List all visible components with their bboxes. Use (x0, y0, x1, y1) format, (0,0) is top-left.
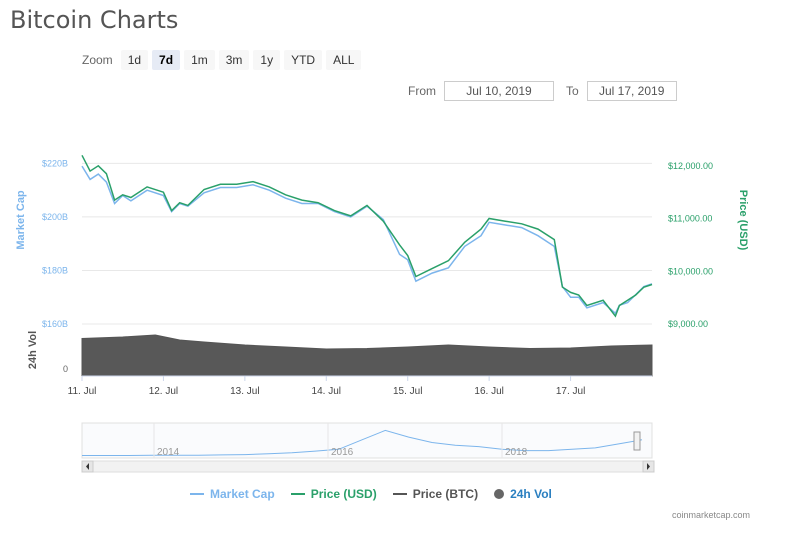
zoom-1d-button[interactable]: 1d (120, 50, 149, 70)
zoom-1m-button[interactable]: 1m (184, 50, 215, 70)
bitcoin-chart: $220B $200B $180B $160B $12,000.00 $11,000.00… (15, 154, 749, 473)
zoom-all-button[interactable]: ALL (326, 50, 362, 70)
market-cap-series (81, 165, 653, 315)
vol-swatch (494, 489, 505, 499)
x-tick-label: 15. Jul (393, 386, 422, 397)
x-tick-label: 16. Jul (474, 386, 503, 397)
scroll-right-arrow-icon (647, 463, 650, 470)
volume-area (81, 334, 653, 377)
right-axis-title: Price (USD) (737, 190, 749, 251)
left-tick-label: $160B (42, 319, 68, 329)
grid-lines (82, 162, 652, 325)
left-tick-label: $180B (42, 265, 68, 275)
left-tick-label: $200B (42, 212, 68, 222)
left-axis-title: Market Cap (15, 190, 27, 250)
zoom-ytd-button[interactable]: YTD (284, 50, 323, 70)
right-tick-label: $9,000.00 (668, 319, 708, 329)
price-usd-series (81, 154, 653, 318)
page-title: Bitcoin Charts (10, 6, 179, 34)
navigator-series (82, 429, 643, 456)
left-tick-label: $220B (42, 158, 68, 168)
legend-price-usd[interactable]: Price (USD) (290, 487, 377, 501)
navigator-tick-label: 2016 (331, 447, 354, 458)
zoom-3m-button[interactable]: 3m (218, 50, 250, 70)
navigator-frame (81, 422, 653, 459)
scrollbar-track (81, 460, 655, 473)
right-tick-label: $10,000.00 (668, 266, 713, 276)
zoom-7d-button[interactable]: 7d (152, 50, 181, 70)
legend-price-usd-label: Price (USD) (310, 487, 377, 501)
x-tick-label: 12. Jul (149, 386, 178, 397)
x-tick-label: 14. Jul (312, 386, 341, 397)
legend-market-cap[interactable]: Market Cap (190, 487, 275, 501)
volume-series (81, 334, 653, 377)
volume-tick-label: 0 (63, 364, 68, 374)
market-cap-swatch (190, 493, 204, 495)
legend: Market Cap Price (USD) Price (BTC) 24h V… (190, 487, 552, 501)
navigator[interactable]: 2014 2016 2018 (81, 422, 655, 473)
credit-text: coinmarketcap.com (671, 510, 750, 520)
right-tick-label: $11,000.00 (668, 214, 712, 224)
right-tick-label: $12,000.00 (668, 161, 713, 171)
axes: $220B $200B $180B $160B $12,000.00 $11,000.00… (15, 158, 749, 397)
scroll-left-arrow-icon (86, 463, 89, 470)
zoom-label: Zoom (82, 53, 113, 67)
price-lines (81, 154, 653, 318)
navigator-handle (633, 431, 641, 451)
x-tick-label: 13. Jul (230, 386, 259, 397)
to-date-input[interactable] (586, 81, 677, 101)
legend-market-cap-label: Market Cap (210, 487, 275, 501)
navigator-tick-label: 2014 (157, 447, 180, 458)
zoom-1y-button[interactable]: 1y (253, 50, 281, 70)
x-tick-label: 17. Jul (556, 386, 585, 397)
navigator-tick-label: 2018 (505, 447, 528, 458)
price-usd-swatch (290, 493, 305, 495)
legend-price-btc[interactable]: Price (BTC) (392, 487, 479, 501)
date-range: From To (408, 81, 677, 101)
to-label: To (566, 84, 579, 98)
legend-24h-vol-label: 24h Vol (510, 487, 552, 501)
from-date-input[interactable] (444, 81, 554, 101)
price-btc-swatch (392, 493, 407, 495)
volume-axis-title: 24h Vol (27, 331, 39, 369)
zoom-bar: Zoom 1d 7d 1m 3m 1y YTD ALL (82, 50, 362, 70)
legend-24h-vol[interactable]: 24h Vol (494, 487, 552, 501)
x-tick-label: 11. Jul (68, 386, 97, 397)
legend-price-btc-label: Price (BTC) (412, 487, 479, 501)
from-label: From (408, 84, 436, 98)
